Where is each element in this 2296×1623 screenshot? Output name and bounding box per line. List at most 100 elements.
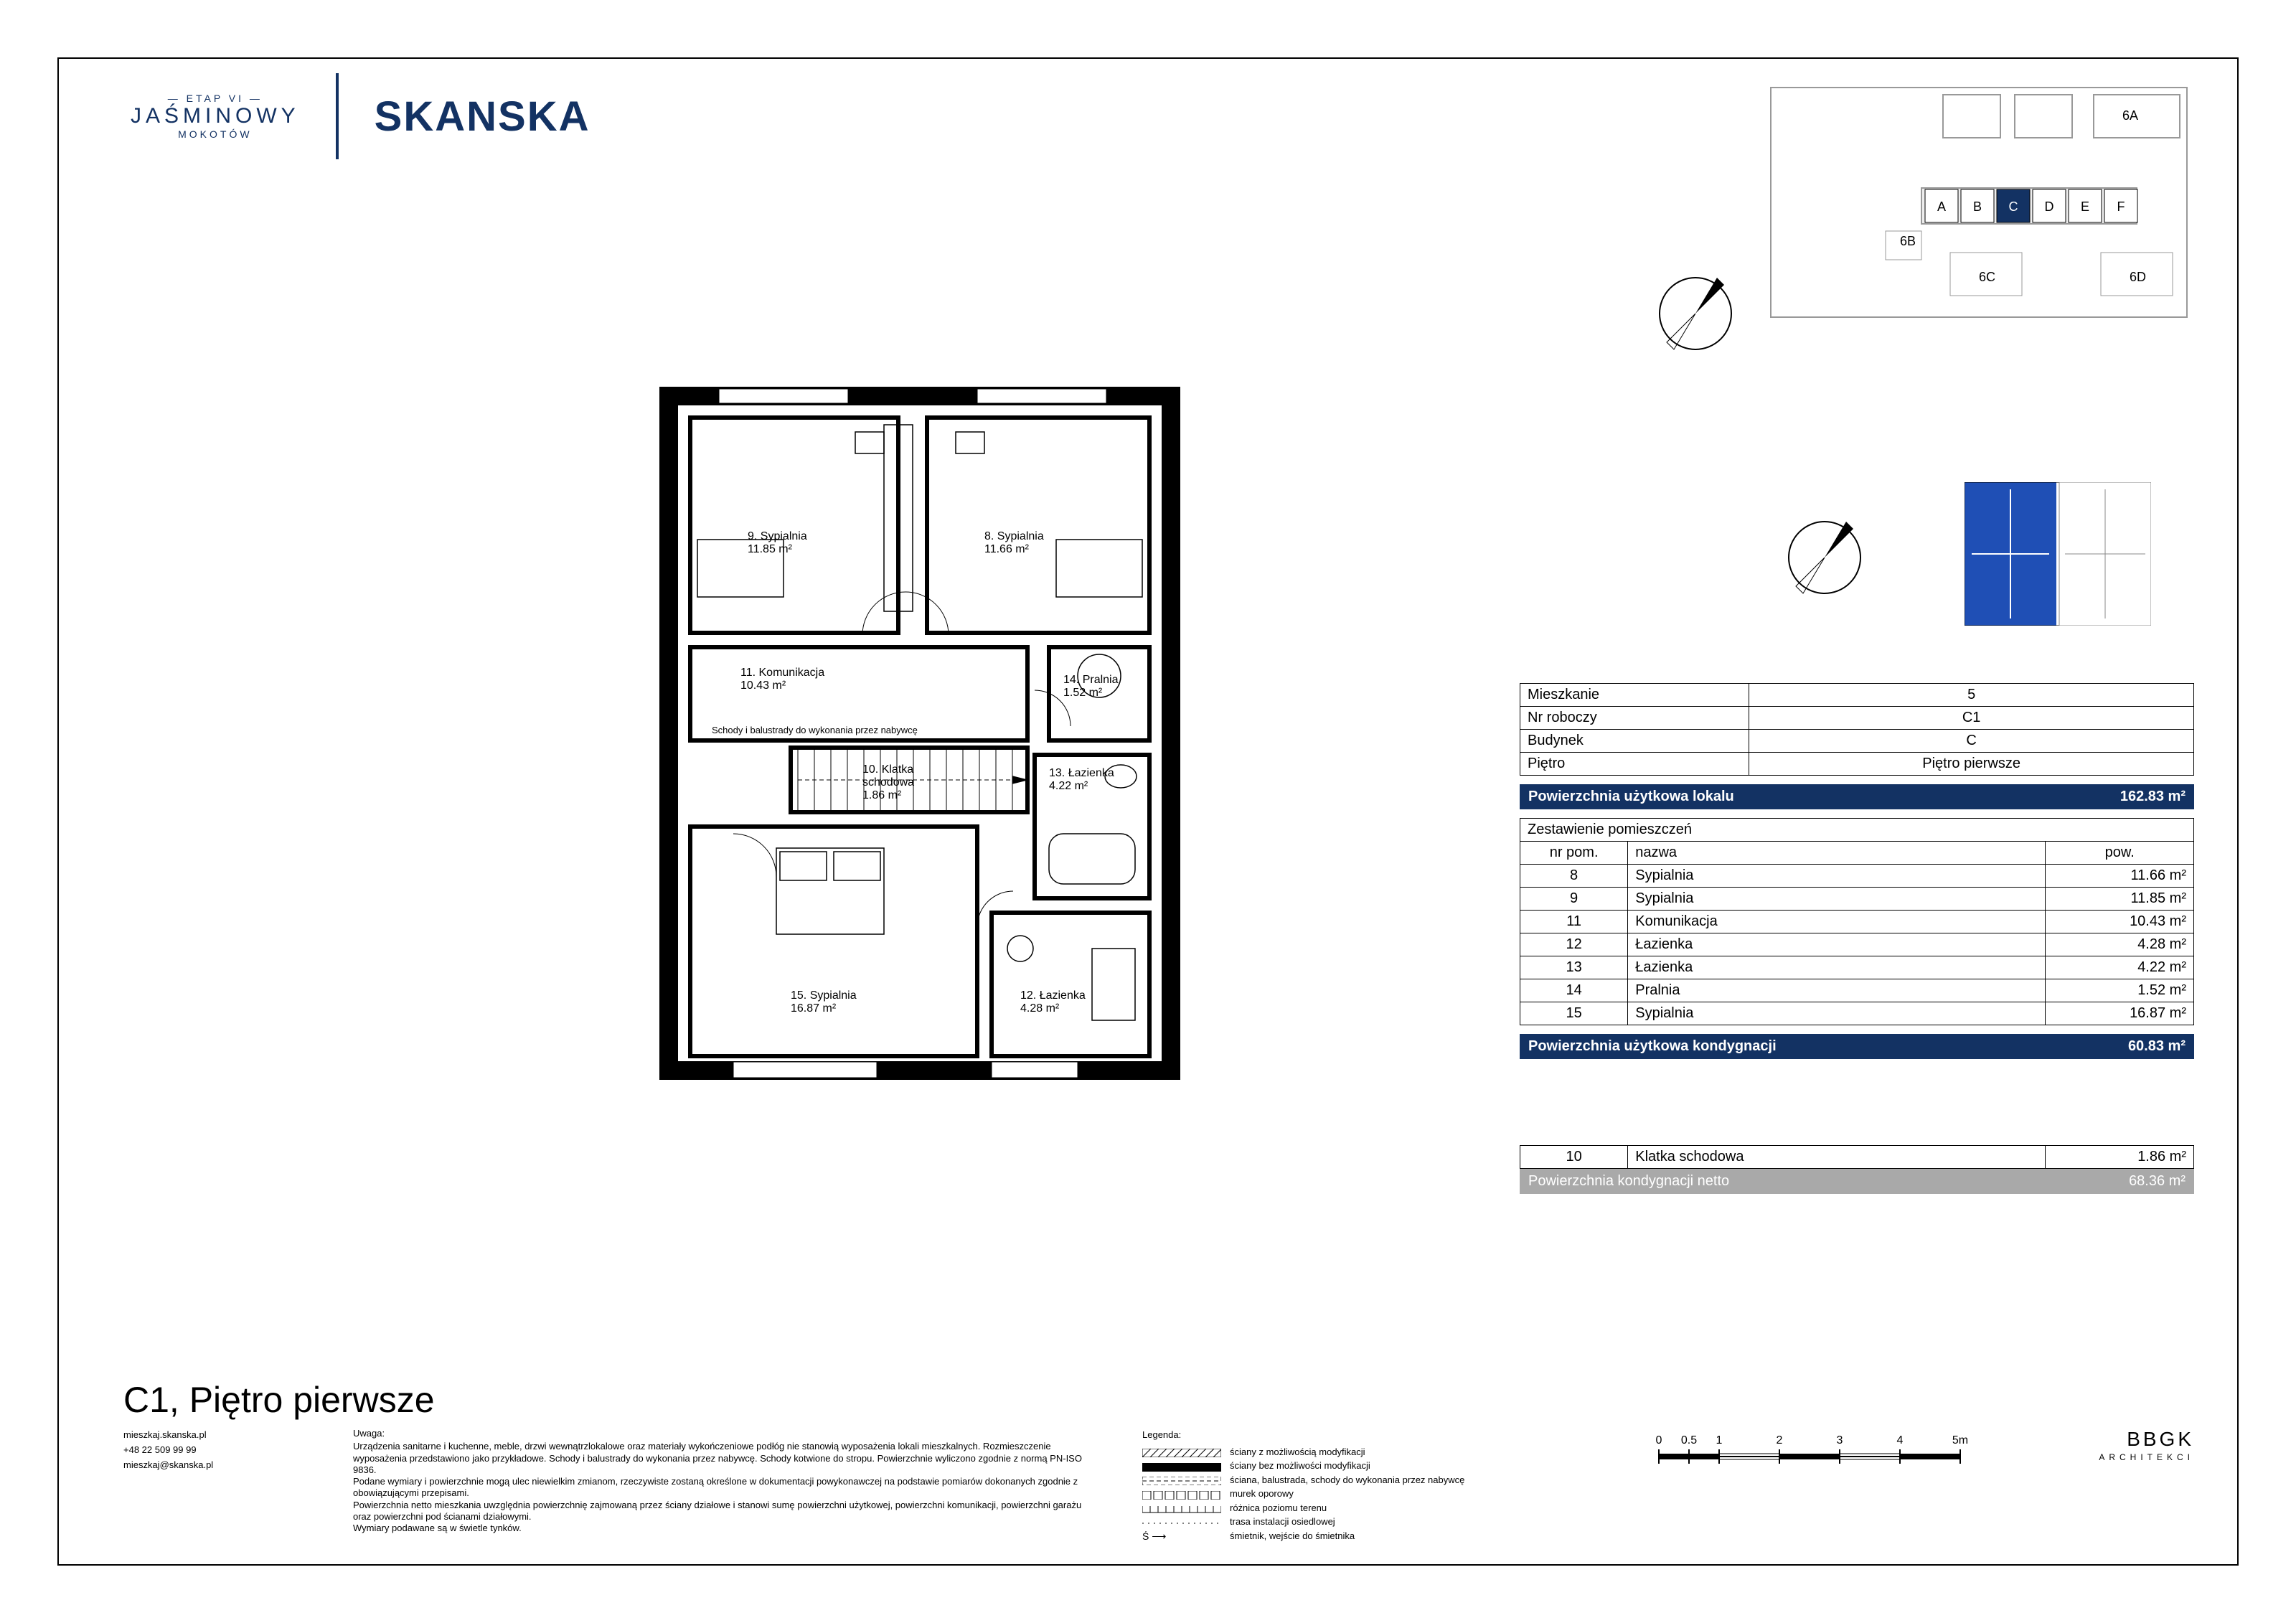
legend-swatch — [1142, 1490, 1221, 1498]
info-val: Piętro pierwsze — [1749, 753, 2194, 776]
logo-name: JAŚMINOWY — [131, 104, 300, 128]
floor-key — [1965, 482, 2151, 626]
svg-text:D: D — [2045, 199, 2054, 214]
svg-text:B: B — [1973, 199, 1982, 214]
info-val: 5 — [1749, 684, 2194, 707]
uwaga-line: Wymiary podawane są w świetle tynków. — [353, 1523, 1099, 1534]
extra-area: 1.86 m² — [2046, 1146, 2194, 1169]
svg-text:3: 3 — [1837, 1434, 1843, 1446]
room-label: schodowa — [862, 776, 914, 789]
data-tables: Mieszkanie5Nr roboczyC1BudynekCPiętroPię… — [1520, 683, 2194, 1194]
floor-plan: 9. Sypialnia11.85 m² 8. Sypialnia11.66 m²… — [647, 375, 1192, 1092]
info-key: Nr roboczy — [1520, 707, 1749, 730]
logo-sub: MOKOTÓW — [131, 128, 300, 140]
room-label: 15. Sypialnia — [791, 989, 857, 1002]
site-label-6b: 6B — [1900, 234, 1916, 248]
logo-divider — [336, 73, 339, 159]
info-key: Budynek — [1520, 730, 1749, 753]
table-row: 9Sypialnia11.85 m² — [1520, 888, 2194, 911]
svg-text:1: 1 — [1716, 1434, 1723, 1446]
compass-icon — [1785, 518, 1864, 597]
legend-text: ściany bez możliwości modyfikacji — [1230, 1459, 1370, 1473]
legend-text: ściana, balustrada, schody do wykonania … — [1230, 1473, 1464, 1487]
uwaga-hd: Uwaga: — [353, 1428, 1099, 1439]
legend-row: różnica poziomu terenu — [1142, 1501, 1601, 1515]
svg-text:4: 4 — [1897, 1434, 1904, 1446]
room-label: 11. Komunikacja — [740, 667, 824, 679]
room-label: 14. Pralnia — [1063, 674, 1119, 686]
compass-icon — [1656, 274, 1735, 353]
logo-jasminowy: — ETAP VI — JAŚMINOWY MOKOTÓW — [131, 93, 300, 140]
table-row: 12Łazienka4.28 m² — [1520, 933, 2194, 956]
area-total-label: Powierzchnia użytkowa lokalu — [1528, 789, 1734, 805]
uwaga-line: Powierzchnia netto mieszkania uwzględnia… — [353, 1500, 1099, 1523]
area-floor-label: Powierzchnia użytkowa kondygnacji — [1528, 1038, 1777, 1055]
legend-row: Ś ⟶śmietnik, wejście do śmietnika — [1142, 1529, 1601, 1543]
rooms-col-name: nazwa — [1628, 842, 2046, 865]
legend-swatch — [1142, 1475, 1221, 1484]
svg-text:0: 0 — [1656, 1434, 1662, 1446]
room-area: 1.86 m² — [862, 789, 902, 801]
footer: mieszkaj.skanska.pl +48 22 509 99 99 mie… — [123, 1428, 2194, 1543]
svg-text:A: A — [1937, 199, 1946, 214]
contact-mail: mieszkaj@skanska.pl — [123, 1458, 310, 1473]
room-label: 13. Łazienka — [1049, 767, 1114, 779]
svg-text:E: E — [2081, 199, 2089, 214]
room-area: 11.66 m² — [984, 543, 1030, 555]
room-label: 12. Łazienka — [1020, 989, 1086, 1002]
svg-text:2: 2 — [1777, 1434, 1783, 1446]
legend-row: ściana, balustrada, schody do wykonania … — [1142, 1473, 1601, 1487]
uwaga-line: Podane wymiary i powierzchnie mogą ulec … — [353, 1476, 1099, 1500]
rooms-table: Zestawienie pomieszczeń nr pom. nazwa po… — [1520, 818, 2194, 1025]
legend-row: murek oporowy — [1142, 1487, 1601, 1501]
svg-text:C: C — [2009, 199, 2018, 214]
info-val: C1 — [1749, 707, 2194, 730]
legend-swatch — [1142, 1503, 1221, 1512]
legend-text: murek oporowy — [1230, 1487, 1294, 1501]
area-netto-bar: Powierzchnia kondygnacji netto 68.36 m² — [1520, 1169, 2194, 1194]
disclaimer: Uwaga: Urządzenia sanitarne i kuchenne, … — [353, 1428, 1099, 1534]
plan-note: Schody i balustrady do wykonania przez n… — [712, 725, 918, 735]
legend-swatch — [1142, 1462, 1221, 1470]
legend-text: różnica poziomu terenu — [1230, 1501, 1327, 1515]
site-label-6a: 6A — [2122, 108, 2138, 123]
info-key: Mieszkanie — [1520, 684, 1749, 707]
site-map: ABCDEF 6A 6B 6C 6D — [1764, 80, 2194, 324]
room-area: 10.43 m² — [740, 679, 786, 692]
table-row: 13Łazienka4.22 m² — [1520, 956, 2194, 979]
area-total-value: 162.83 m² — [2120, 789, 2186, 805]
room-area: 4.28 m² — [1020, 1002, 1060, 1015]
architects-sub: ARCHITEKCI — [2099, 1452, 2194, 1462]
area-netto-value: 68.36 m² — [2129, 1173, 2186, 1190]
room-label: 8. Sypialnia — [984, 530, 1044, 542]
extra-name: Klatka schodowa — [1628, 1146, 2046, 1169]
info-key: Piętro — [1520, 753, 1749, 776]
legend-swatch — [1142, 1447, 1221, 1456]
rooms-col-nr: nr pom. — [1520, 842, 1628, 865]
legend: Legenda: ściany z możliwością modyfikacj… — [1142, 1428, 1601, 1543]
rooms-title: Zestawienie pomieszczeń — [1520, 819, 2194, 842]
svg-text:0.5: 0.5 — [1681, 1434, 1697, 1446]
scalebar: 00.512345m — [1645, 1428, 1975, 1473]
info-table: Mieszkanie5Nr roboczyC1BudynekCPiętroPię… — [1520, 683, 2194, 776]
area-floor-bar: Powierzchnia użytkowa kondygnacji 60.83 … — [1520, 1034, 2194, 1059]
legend-row: ściany bez możliwości modyfikacji — [1142, 1459, 1601, 1473]
site-label-6c: 6C — [1979, 270, 1995, 284]
area-total-bar: Powierzchnia użytkowa lokalu 162.83 m² — [1520, 784, 2194, 809]
header: — ETAP VI — JAŚMINOWY MOKOTÓW SKANSKA — [131, 73, 590, 159]
table-row: 8Sypialnia11.66 m² — [1520, 865, 2194, 888]
architects-name: BBGK — [2127, 1428, 2194, 1451]
area-netto-label: Powierzchnia kondygnacji netto — [1528, 1173, 1729, 1190]
svg-text:Ś ⟶: Ś ⟶ — [1142, 1531, 1166, 1541]
contact-block: mieszkaj.skanska.pl +48 22 509 99 99 mie… — [123, 1428, 310, 1472]
site-label-6d: 6D — [2130, 270, 2146, 284]
page-frame: — ETAP VI — JAŚMINOWY MOKOTÓW SKANSKA A B… — [57, 57, 2239, 1566]
legend-text: trasa instalacji osiedlowej — [1230, 1515, 1335, 1529]
room-label: 9. Sypialnia — [748, 530, 807, 542]
contact-tel: +48 22 509 99 99 — [123, 1443, 310, 1458]
room-area: 11.85 m² — [748, 543, 793, 555]
page-title: C1, Piętro pierwsze — [123, 1379, 435, 1421]
room-label: 10. Klatka — [862, 763, 913, 776]
info-val: C — [1749, 730, 2194, 753]
legend-text: ściany z możliwością modyfikacji — [1230, 1445, 1365, 1459]
